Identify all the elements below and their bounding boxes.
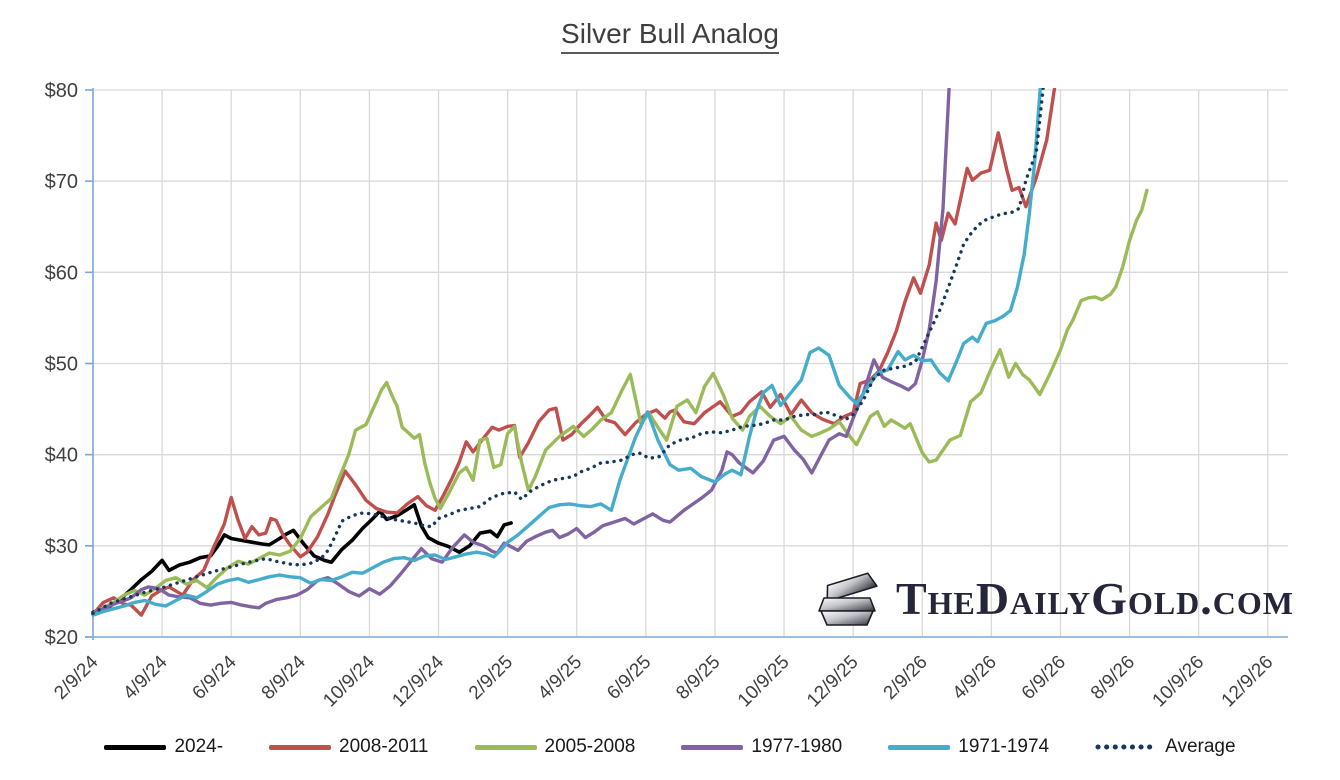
legend-item-1977-1980: 1977-1980 xyxy=(681,736,842,758)
x-tick-label: 2/9/24 xyxy=(50,651,103,704)
legend-label: 1971-1974 xyxy=(958,736,1050,757)
legend-label: 2005-2008 xyxy=(544,736,636,757)
x-tick-label: 6/9/26 xyxy=(1018,652,1070,704)
x-tick-label: 4/9/26 xyxy=(949,652,1001,704)
x-tick-label: 12/9/24 xyxy=(388,651,448,711)
legend-label: 1977-1980 xyxy=(751,736,843,757)
series-line-1971-1974 xyxy=(91,88,1042,617)
x-tick-label: 10/9/26 xyxy=(1149,652,1209,712)
legend-swatch xyxy=(474,744,537,750)
legend-swatch xyxy=(681,744,744,750)
series-line-1977-1980 xyxy=(91,88,951,615)
x-tick-label: 8/9/24 xyxy=(258,651,311,704)
legend-item-average: Average xyxy=(1095,736,1236,758)
x-tick-label: 6/9/24 xyxy=(189,651,242,704)
y-tick-label: $80 xyxy=(45,80,78,102)
x-tick-label: 8/9/26 xyxy=(1087,652,1139,704)
legend-swatch xyxy=(1095,744,1157,750)
y-tick-label: $30 xyxy=(45,536,78,558)
watermark-text: TheDailyGold.com xyxy=(895,573,1294,624)
x-tick-label: 10/9/24 xyxy=(319,651,379,711)
legend-item-2008-2011: 2008-2011 xyxy=(269,736,429,758)
series-line-2024 xyxy=(91,503,513,615)
x-tick-label: 4/9/25 xyxy=(534,652,586,704)
x-tick-label: 2/9/26 xyxy=(880,652,932,704)
legend-label: 2024- xyxy=(174,736,224,757)
x-tick-label: 2/9/25 xyxy=(465,652,517,704)
legend-item-1971-1974: 1971-1974 xyxy=(888,736,1049,758)
watermark: TheDailyGold.com xyxy=(812,566,1294,632)
legend-swatch xyxy=(104,744,167,750)
series-line-2005-2008 xyxy=(91,188,1149,615)
y-axis-labels: $20 $30 $40 $50 $60 $70 $80 xyxy=(45,80,78,649)
legend-item-2005-2008: 2005-2008 xyxy=(474,736,636,758)
silver-ingots-icon xyxy=(818,572,878,626)
legend-label: Average xyxy=(1165,736,1236,757)
legend-swatch xyxy=(269,744,332,750)
x-axis-labels: 2/9/24 4/9/24 6/9/24 8/9/24 10/9/24 12/9/24 2/… xyxy=(50,651,1277,711)
chart-title: Silver Bull Analog xyxy=(0,18,1340,54)
y-tick-label: $20 xyxy=(45,627,78,649)
y-tick-label: $60 xyxy=(45,262,78,284)
x-tick-label: 12/9/25 xyxy=(803,652,863,712)
chart-legend: 2024- 2008-2011 2005-2008 1977-1980 1971-197… xyxy=(0,736,1340,758)
x-tick-label: 6/9/25 xyxy=(603,652,655,704)
x-tick-label: 4/9/24 xyxy=(119,651,172,704)
legend-swatch xyxy=(888,744,951,750)
y-tick-label: $40 xyxy=(45,445,78,467)
legend-item-2024: 2024- xyxy=(104,736,223,758)
x-tick-label: 10/9/25 xyxy=(734,652,794,712)
series-line-2008-2011 xyxy=(91,88,1057,617)
series-lines xyxy=(91,88,1149,617)
x-tick-label: 12/9/26 xyxy=(1218,652,1278,712)
chart-title-text: Silver Bull Analog xyxy=(561,18,779,54)
y-tick-label: $70 xyxy=(45,171,78,193)
y-tick-label: $50 xyxy=(45,354,78,376)
axes xyxy=(85,88,1288,640)
legend-label: 2008-2011 xyxy=(339,736,429,757)
x-tick-label: 8/9/25 xyxy=(672,652,724,704)
series-line-average xyxy=(91,88,1045,615)
